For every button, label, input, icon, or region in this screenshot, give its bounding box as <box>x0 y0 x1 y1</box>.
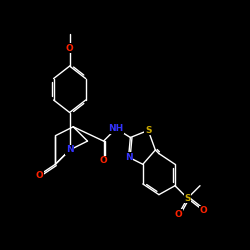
Text: NH: NH <box>108 124 124 133</box>
Text: S: S <box>145 126 152 135</box>
Text: O: O <box>36 170 43 179</box>
Text: O: O <box>100 156 108 165</box>
Text: O: O <box>200 206 207 215</box>
Text: N: N <box>66 146 74 154</box>
Text: N: N <box>125 153 132 162</box>
Text: S: S <box>184 194 191 203</box>
Text: O: O <box>66 44 74 53</box>
Text: O: O <box>175 210 182 219</box>
